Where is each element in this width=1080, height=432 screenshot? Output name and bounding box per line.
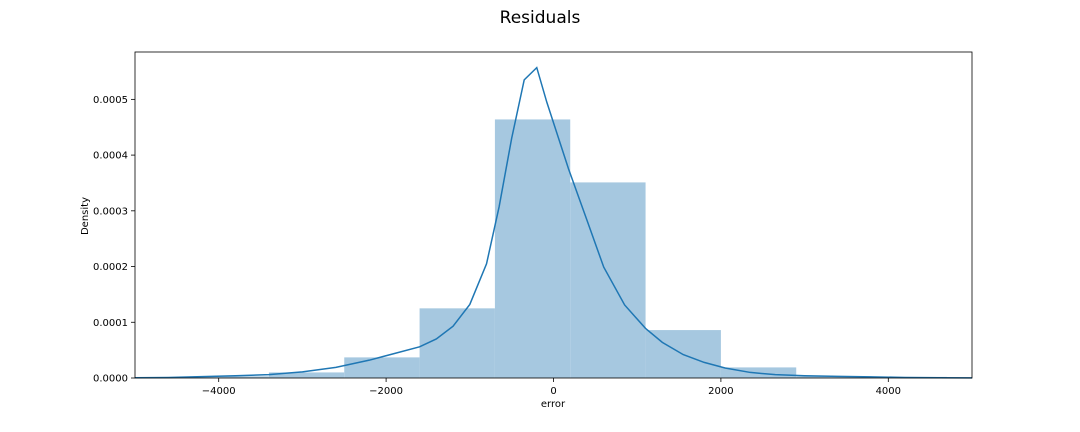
x-tick-label: −2000	[369, 386, 403, 397]
x-tick-label: −4000	[202, 386, 236, 397]
x-axis: −4000 −2000 0 2000 4000	[202, 378, 901, 397]
histogram-bar	[344, 357, 420, 378]
histogram-bar	[193, 376, 269, 378]
y-tick-label: 0.0003	[93, 206, 128, 217]
x-tick-label: 4000	[876, 386, 901, 397]
x-axis-title: error	[541, 399, 566, 410]
histogram-bar	[494, 119, 571, 378]
histogram-bar	[268, 372, 345, 378]
histogram-bar	[570, 182, 646, 378]
y-tick-label: 0.0000	[93, 374, 128, 385]
kde-line	[134, 66, 973, 379]
y-axis: 0.0000 0.0001 0.0002 0.0003 0.0004 0.0005	[93, 95, 135, 385]
x-tick-label: 2000	[708, 386, 733, 397]
x-tick-label: 0	[550, 386, 556, 397]
y-tick-label: 0.0005	[93, 95, 128, 106]
y-axis-title: Density	[80, 197, 91, 235]
y-tick-label: 0.0004	[93, 151, 128, 162]
chart-title: Residuals	[500, 8, 581, 28]
histogram-bars	[135, 119, 947, 378]
y-tick-label: 0.0001	[93, 318, 128, 329]
histogram-bar	[796, 376, 872, 378]
y-tick-label: 0.0002	[93, 262, 128, 273]
histogram-bar	[419, 308, 495, 378]
